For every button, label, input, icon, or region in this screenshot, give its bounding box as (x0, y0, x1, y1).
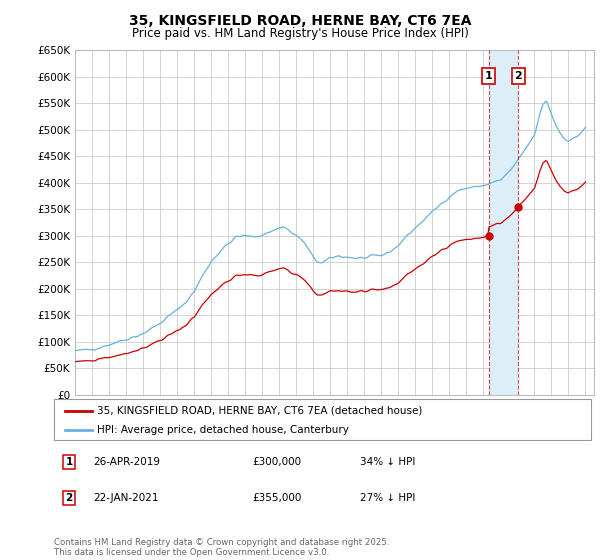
Text: 1: 1 (65, 457, 73, 467)
Text: £300,000: £300,000 (252, 457, 301, 467)
Text: Contains HM Land Registry data © Crown copyright and database right 2025.
This d: Contains HM Land Registry data © Crown c… (54, 538, 389, 557)
Text: HPI: Average price, detached house, Canterbury: HPI: Average price, detached house, Cant… (97, 424, 349, 435)
Text: 1: 1 (485, 71, 493, 81)
Text: 34% ↓ HPI: 34% ↓ HPI (360, 457, 415, 467)
Text: 2: 2 (65, 493, 73, 503)
Text: 27% ↓ HPI: 27% ↓ HPI (360, 493, 415, 503)
Text: 2: 2 (515, 71, 523, 81)
Text: 22-JAN-2021: 22-JAN-2021 (93, 493, 158, 503)
Text: 35, KINGSFIELD ROAD, HERNE BAY, CT6 7EA (detached house): 35, KINGSFIELD ROAD, HERNE BAY, CT6 7EA … (97, 405, 422, 416)
Text: 26-APR-2019: 26-APR-2019 (93, 457, 160, 467)
Text: 35, KINGSFIELD ROAD, HERNE BAY, CT6 7EA: 35, KINGSFIELD ROAD, HERNE BAY, CT6 7EA (129, 14, 471, 28)
FancyBboxPatch shape (54, 399, 591, 440)
Text: £355,000: £355,000 (252, 493, 301, 503)
Text: Price paid vs. HM Land Registry's House Price Index (HPI): Price paid vs. HM Land Registry's House … (131, 27, 469, 40)
